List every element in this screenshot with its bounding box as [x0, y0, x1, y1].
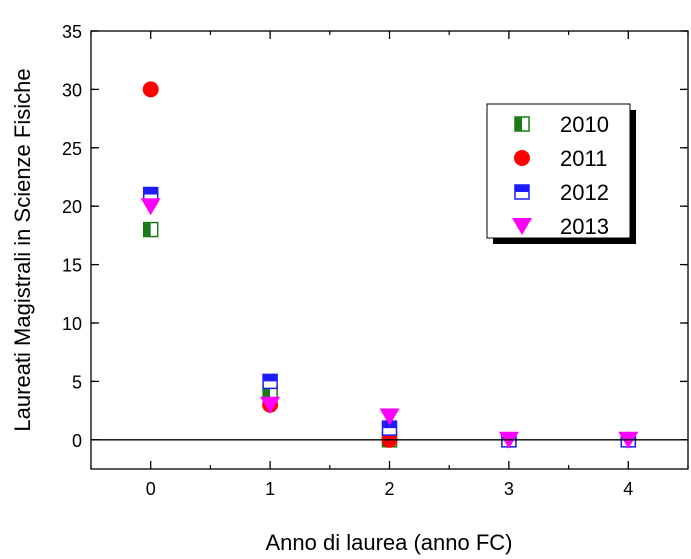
marker-square-half	[263, 386, 271, 401]
legend-label: 2011	[560, 146, 607, 171]
legend: 2010 2011 2012 2013	[486, 103, 636, 244]
marker-circle	[142, 81, 159, 98]
data-point-2012	[142, 186, 159, 203]
y-tick-label: 30	[62, 80, 82, 100]
legend-marker-2013	[512, 218, 532, 235]
marker-triangle	[140, 198, 161, 216]
legend-label: 2013	[560, 214, 609, 239]
legend-marker-2012	[514, 184, 530, 200]
marker-triangle	[512, 218, 532, 235]
marker-square-half	[515, 117, 522, 131]
y-tick-label: 15	[62, 256, 82, 276]
legend-box	[486, 103, 631, 239]
data-point-2012	[262, 373, 278, 390]
x-tick-label: 2	[384, 479, 394, 499]
y-tick-label: 10	[62, 314, 82, 334]
marker-circle	[514, 150, 530, 166]
marker-triangle	[260, 396, 281, 414]
data-point-2011	[142, 81, 159, 98]
x-axis-label: Anno di laurea (anno FC)	[265, 530, 512, 555]
legend-label: 2012	[560, 180, 609, 205]
y-tick-label: 25	[62, 139, 82, 159]
x-tick-label: 1	[265, 479, 275, 499]
marker-square-half	[143, 222, 151, 237]
legend-label: 2010	[560, 112, 609, 137]
data-point-2013	[140, 198, 161, 216]
x-tick-label: 3	[504, 479, 514, 499]
data-point-2013	[260, 396, 281, 414]
x-tick-label: 4	[623, 479, 633, 499]
data-point-2013	[379, 408, 400, 426]
y-tick-label: 5	[72, 372, 82, 392]
marker-square-half	[515, 185, 529, 192]
marker-triangle	[379, 408, 400, 426]
plot-frame	[90, 30, 689, 470]
marker-square-half	[143, 187, 158, 195]
marker-square-half	[263, 374, 278, 382]
y-tick-label: 0	[72, 431, 82, 451]
x-tick-label: 0	[146, 479, 156, 499]
y-tick-label: 35	[62, 22, 82, 42]
y-tick-label: 20	[62, 197, 82, 217]
data-point-2010	[142, 221, 159, 238]
legend-marker-2010	[514, 116, 530, 132]
axes: 0 5 10 15 20 25 30 35 0 1 2 3 4	[62, 22, 689, 499]
legend-marker-2011	[514, 150, 530, 166]
y-axis-label: Laureati Magistrali in Scienze Fisiche	[10, 68, 35, 431]
